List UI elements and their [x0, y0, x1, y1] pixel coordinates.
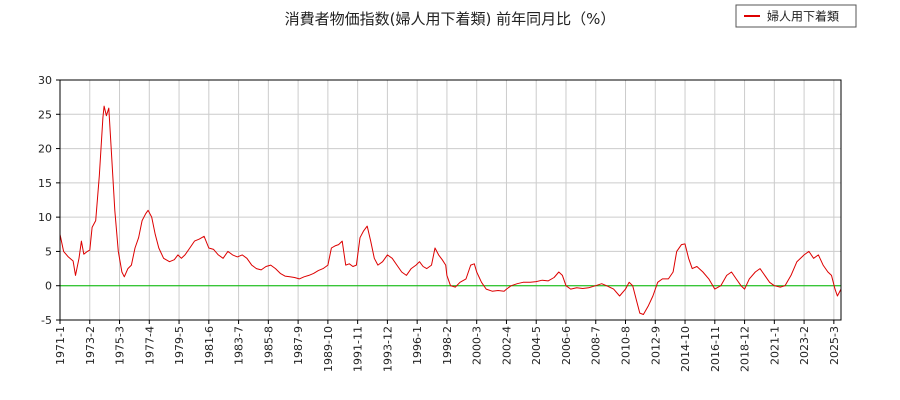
x-tick-label: 2006-6	[560, 326, 573, 365]
x-axis: 1971-1 1973-2 1975-3 1977-4 1979-5 1981-6 1983…	[54, 320, 841, 372]
y-tick-label: 10	[38, 211, 52, 224]
y-tick-label: 5	[45, 245, 52, 258]
y-tick-label: 30	[38, 74, 52, 87]
x-tick-label: 1998-2	[441, 326, 454, 365]
x-tick-label: 1977-4	[143, 326, 156, 365]
y-axis: -5 0 5 10 15 20 25 30	[38, 74, 60, 327]
x-tick-label: 2008-7	[590, 326, 603, 365]
x-tick-label: 2012-9	[649, 326, 662, 365]
plot-frame	[59, 79, 842, 321]
x-tick-label: 1983-7	[233, 326, 246, 365]
x-tick-label: 2016-11	[709, 326, 722, 372]
x-tick-label: 1979-5	[173, 326, 186, 365]
legend: 婦人用下着類	[735, 4, 857, 28]
x-tick-label: 2018-12	[739, 326, 752, 372]
x-tick-label: 1981-6	[203, 326, 216, 365]
x-tick-label: 2002-4	[500, 326, 513, 365]
x-tick-label: 1971-1	[54, 326, 67, 365]
x-tick-label: 1993-12	[381, 326, 394, 372]
legend-box	[735, 4, 857, 28]
y-tick-label: 25	[38, 108, 52, 121]
x-tick-label: 2004-5	[530, 326, 543, 365]
x-tick-label: 1991-11	[352, 326, 365, 372]
x-tick-label: 2000-3	[471, 326, 484, 365]
y-tick-label: 20	[38, 143, 52, 156]
y-tick-label: -5	[41, 314, 52, 327]
y-tick-label: 0	[45, 280, 52, 293]
x-tick-label: 1975-3	[114, 326, 127, 365]
x-tick-label: 1987-9	[292, 326, 305, 365]
x-tick-label: 2021-1	[768, 326, 781, 365]
x-tick-label: 2025-3	[828, 326, 841, 365]
x-tick-label: 1989-10	[322, 326, 335, 372]
x-tick-label: 2014-10	[679, 326, 692, 372]
x-tick-label: 1973-2	[84, 326, 97, 365]
chart-title: 消費者物価指数(婦人用下着類) 前年同月比（%）	[285, 10, 616, 28]
series-layer	[59, 105, 842, 315]
x-tick-label: 2023-2	[798, 326, 811, 365]
legend-label: 婦人用下着類	[767, 9, 839, 24]
x-tick-label: 1985-8	[262, 326, 275, 365]
y-tick-label: 15	[38, 177, 52, 190]
x-tick-label: 2010-8	[620, 326, 633, 365]
grid	[59, 79, 841, 321]
x-tick-label: 1996-1	[411, 326, 424, 365]
series-line-women-underwear	[59, 105, 842, 315]
